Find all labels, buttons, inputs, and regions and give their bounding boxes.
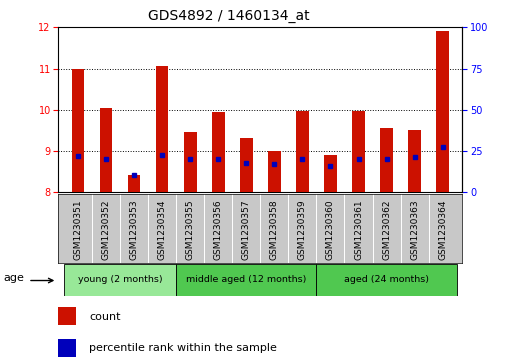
Bar: [156, 66, 169, 192]
Bar: [352, 111, 365, 192]
Bar: [212, 112, 225, 192]
Bar: [436, 30, 449, 192]
Bar: [64, 264, 176, 296]
Text: GSM1230354: GSM1230354: [157, 200, 167, 260]
Bar: [184, 132, 197, 192]
Text: GSM1230360: GSM1230360: [326, 200, 335, 260]
Text: GSM1230361: GSM1230361: [354, 200, 363, 260]
Text: aged (24 months): aged (24 months): [344, 276, 429, 284]
Text: GSM1230356: GSM1230356: [214, 200, 223, 260]
Text: GSM1230358: GSM1230358: [270, 200, 279, 260]
Text: GSM1230362: GSM1230362: [382, 200, 391, 260]
Bar: [268, 151, 281, 192]
Bar: [176, 264, 316, 296]
Bar: [72, 69, 84, 192]
Bar: [100, 108, 112, 192]
Bar: [380, 129, 393, 192]
Text: GSM1230353: GSM1230353: [130, 200, 139, 260]
Bar: [408, 130, 421, 192]
Text: age: age: [3, 273, 24, 283]
Text: middle aged (12 months): middle aged (12 months): [186, 276, 306, 284]
Bar: [58, 339, 76, 356]
Text: percentile rank within the sample: percentile rank within the sample: [89, 343, 277, 354]
Text: GSM1230352: GSM1230352: [102, 200, 111, 260]
Text: GSM1230357: GSM1230357: [242, 200, 251, 260]
Text: count: count: [89, 311, 120, 322]
Bar: [324, 155, 337, 192]
Bar: [316, 264, 457, 296]
Text: GSM1230351: GSM1230351: [74, 200, 83, 260]
Bar: [296, 111, 309, 192]
Bar: [128, 175, 140, 192]
Text: young (2 months): young (2 months): [78, 276, 163, 284]
Text: GSM1230355: GSM1230355: [186, 200, 195, 260]
Bar: [240, 138, 252, 192]
Bar: [58, 307, 76, 325]
Text: GSM1230359: GSM1230359: [298, 200, 307, 260]
Text: GSM1230363: GSM1230363: [410, 200, 419, 260]
Text: GSM1230364: GSM1230364: [438, 200, 447, 260]
Text: GDS4892 / 1460134_at: GDS4892 / 1460134_at: [148, 9, 309, 23]
